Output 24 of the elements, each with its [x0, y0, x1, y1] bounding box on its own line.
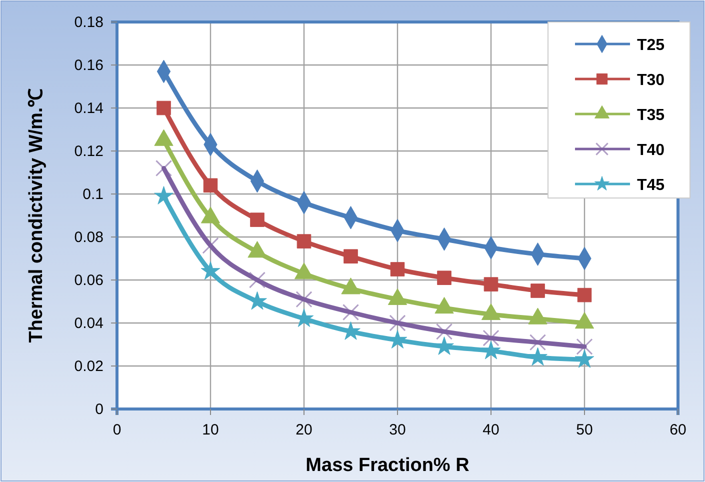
x-tick-label: 40 [482, 422, 500, 438]
y-tick-label: 0.14 [74, 100, 104, 117]
x-axis-title: Mass Fraction% R [306, 455, 470, 476]
y-tick-label: 0.12 [74, 142, 104, 160]
y-axis-title: Thermal condictivity W/m.℃ [26, 88, 47, 343]
x-tick-label: 60 [670, 422, 686, 438]
legend-label: T25 [637, 37, 665, 54]
y-tick-label: 0.02 [74, 358, 104, 375]
y-tick-label: 0.04 [74, 314, 104, 332]
y-tick-label: 0.16 [74, 56, 104, 74]
y-tick-label: 0.06 [74, 272, 104, 289]
y-tick-label: 0 [95, 400, 104, 418]
y-tick-label: 0.08 [74, 228, 104, 246]
x-tick-label: 0 [112, 422, 122, 438]
x-tick-label: 10 [202, 422, 219, 438]
y-tick-label: 0.1 [82, 186, 104, 203]
x-tick-label: 20 [296, 422, 312, 438]
legend-label: T40 [637, 142, 665, 159]
x-tick-label: 30 [389, 422, 406, 438]
legend-label: T30 [637, 72, 665, 89]
legend-label: T35 [637, 107, 665, 124]
legend-label: T45 [637, 177, 665, 194]
x-tick-label: 50 [576, 422, 593, 438]
y-tick-label: 0.18 [74, 14, 104, 31]
